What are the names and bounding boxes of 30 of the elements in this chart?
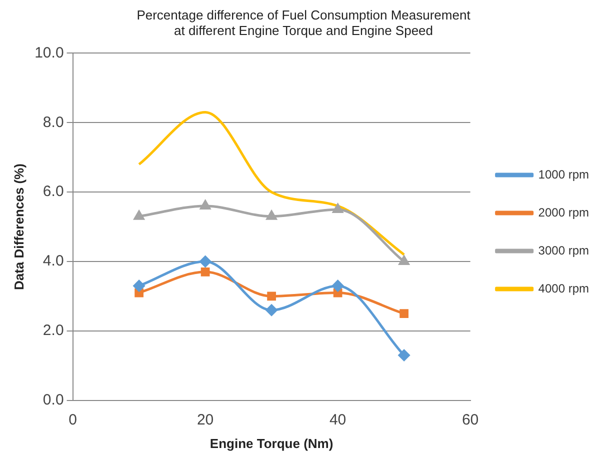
point <box>200 200 210 210</box>
y-tick-label: 4.0 <box>42 252 64 270</box>
y-tick-label: 0.0 <box>42 392 64 409</box>
point <box>266 210 277 220</box>
y-axis-title: Data Differences (%) <box>11 164 26 290</box>
y-tick-label: 6.0 <box>42 183 64 200</box>
y-tick-label: 10.0 <box>34 44 64 62</box>
point <box>332 204 343 213</box>
x-tick-label: 20 <box>196 412 214 429</box>
legend-label: 3000 rpm <box>538 243 590 258</box>
legend-label: 2000 rpm <box>538 205 590 220</box>
point <box>398 256 410 266</box>
point <box>398 350 410 362</box>
chart-title: Percentage difference of Fuel Consumption Measurement at different Engine Torque and Engine Speed <box>136 7 471 38</box>
legend-label: 1000 rpm <box>538 167 590 182</box>
point <box>400 309 408 318</box>
y-tick-label: 8.0 <box>42 114 64 131</box>
x-axis-title: Engine Torque (Nm) <box>210 436 334 451</box>
x-tick-label: 0 <box>68 412 77 429</box>
point <box>200 268 210 276</box>
x-tick-label: 40 <box>329 412 346 429</box>
point <box>200 256 212 268</box>
point <box>133 280 145 292</box>
point <box>266 304 278 316</box>
point <box>332 280 344 292</box>
x-tick-label: 60 <box>462 412 479 429</box>
point <box>267 292 276 301</box>
point <box>134 210 144 220</box>
y-tick-label: 2.0 <box>42 322 64 340</box>
legend-label: 4000 rpm <box>538 281 590 296</box>
